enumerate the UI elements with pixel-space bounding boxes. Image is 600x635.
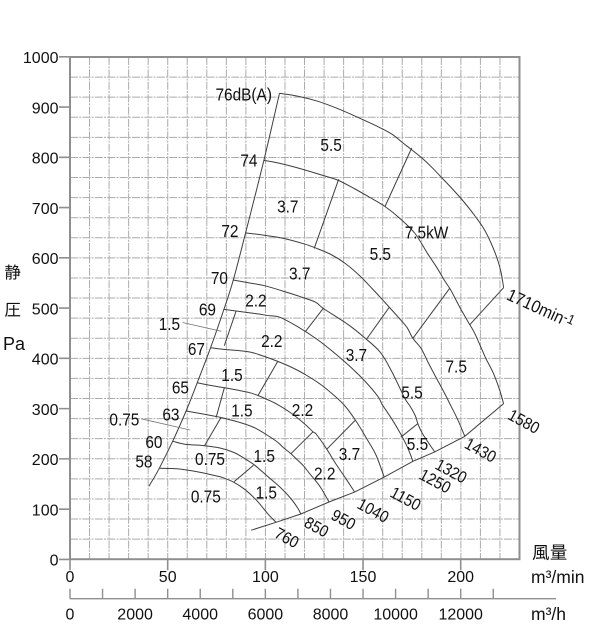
svg-text:65: 65 <box>172 379 189 398</box>
svg-text:0: 0 <box>66 569 75 586</box>
svg-text:2.2: 2.2 <box>292 401 313 420</box>
svg-text:700: 700 <box>32 201 59 218</box>
svg-text:74: 74 <box>240 152 257 171</box>
svg-text:6000: 6000 <box>248 607 284 624</box>
svg-text:1.5: 1.5 <box>159 315 180 334</box>
svg-text:900: 900 <box>32 100 59 117</box>
svg-text:1.5: 1.5 <box>231 402 252 421</box>
svg-text:0.75: 0.75 <box>195 450 225 469</box>
svg-text:3.7: 3.7 <box>289 265 310 284</box>
svg-text:58: 58 <box>135 453 152 472</box>
svg-text:4000: 4000 <box>182 607 218 624</box>
svg-text:1000: 1000 <box>23 50 59 67</box>
svg-text:7.5: 7.5 <box>445 358 466 377</box>
svg-text:300: 300 <box>32 402 59 419</box>
svg-text:100: 100 <box>252 569 279 586</box>
svg-text:400: 400 <box>32 352 59 369</box>
svg-text:100: 100 <box>32 502 59 519</box>
svg-text:1.5: 1.5 <box>253 447 274 466</box>
svg-text:0: 0 <box>66 607 75 624</box>
svg-text:Pa: Pa <box>3 334 26 354</box>
svg-text:0.75: 0.75 <box>109 411 139 430</box>
svg-text:50: 50 <box>159 569 177 586</box>
svg-text:m³/min: m³/min <box>531 567 584 587</box>
svg-text:200: 200 <box>32 452 59 469</box>
svg-text:2.2: 2.2 <box>314 465 335 484</box>
svg-text:150: 150 <box>350 569 377 586</box>
svg-text:3.7: 3.7 <box>339 445 360 464</box>
svg-text:76dB(A): 76dB(A) <box>216 86 272 105</box>
svg-text:2.2: 2.2 <box>261 332 282 351</box>
svg-text:70: 70 <box>211 269 228 288</box>
svg-text:m³/h: m³/h <box>531 604 566 624</box>
svg-text:5.5: 5.5 <box>320 136 341 155</box>
svg-text:63: 63 <box>162 406 179 425</box>
svg-text:67: 67 <box>188 340 205 359</box>
svg-text:200: 200 <box>447 569 474 586</box>
svg-text:0.75: 0.75 <box>191 488 221 507</box>
svg-text:600: 600 <box>32 251 59 268</box>
svg-text:60: 60 <box>145 433 162 452</box>
svg-text:0: 0 <box>50 553 59 570</box>
svg-text:3.7: 3.7 <box>277 198 298 217</box>
svg-text:10000: 10000 <box>373 607 418 624</box>
svg-text:5.5: 5.5 <box>407 435 428 454</box>
svg-text:800: 800 <box>32 151 59 168</box>
svg-text:500: 500 <box>32 301 59 318</box>
svg-text:7.5kW: 7.5kW <box>405 224 449 243</box>
svg-text:2000: 2000 <box>117 607 153 624</box>
svg-text:72: 72 <box>221 222 238 241</box>
svg-text:1.5: 1.5 <box>221 366 242 385</box>
svg-text:2.2: 2.2 <box>245 292 266 311</box>
svg-text:3.7: 3.7 <box>346 346 367 365</box>
svg-text:12000: 12000 <box>438 607 483 624</box>
svg-text:5.5: 5.5 <box>370 245 391 264</box>
svg-text:8000: 8000 <box>313 607 349 624</box>
svg-text:1.5: 1.5 <box>256 484 277 503</box>
svg-text:5.5: 5.5 <box>401 384 422 403</box>
svg-text:69: 69 <box>199 301 216 320</box>
